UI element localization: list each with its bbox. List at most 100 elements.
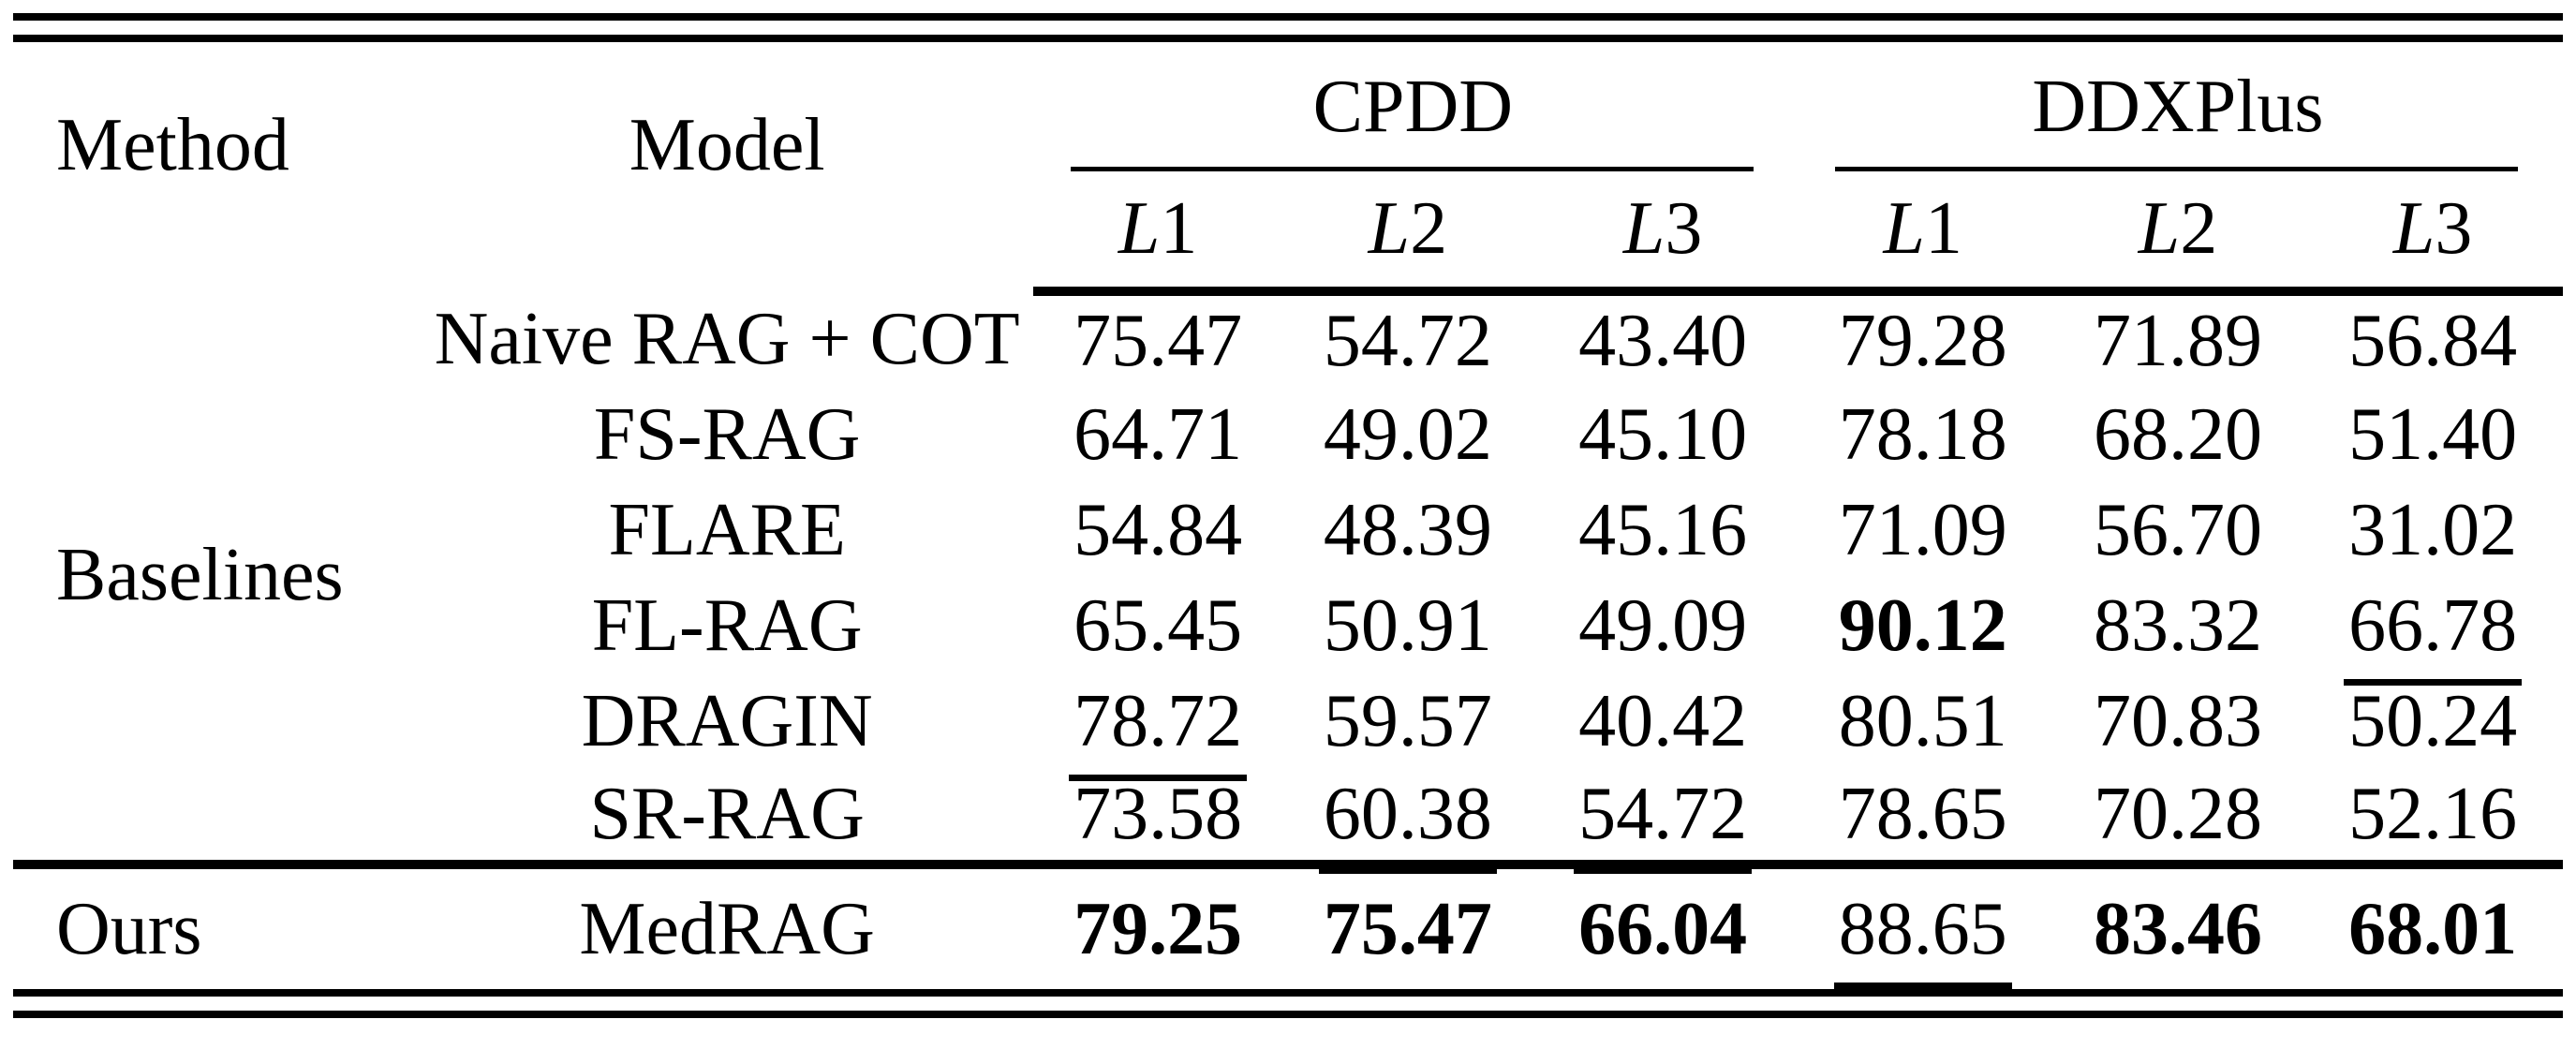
table-row: Ours MedRAG 79.25 75.47 66.04 88.65 83.46 68.01 (13, 860, 2563, 989)
value-cell: 71.89 (2053, 291, 2303, 387)
value-cell: 73.58 (1033, 769, 1283, 864)
method-group-label-baselines: Baselines (56, 534, 344, 616)
value-cell: 49.02 (1283, 387, 1533, 482)
value-cell: 50.24 (2302, 673, 2563, 769)
value-cell: 70.83 (2053, 673, 2303, 769)
ddxplus-group-label: DDXPlus (2032, 65, 2324, 148)
subheader-cpdd-l3: L3 (1532, 171, 1793, 296)
value-cell: 54.72 (1532, 769, 1793, 864)
metric-value: 48.39 (1323, 488, 1492, 571)
subheader-cpdd-l2: L2 (1282, 171, 1533, 296)
metric-value: 80.51 (1838, 679, 2007, 762)
value-cell: 59.57 (1283, 673, 1533, 769)
table-row: DRAGIN 78.72 59.57 40.42 80.51 70.83 50.24 (13, 673, 2563, 769)
metric-value: 40.42 (1578, 679, 1748, 762)
value-cell: 48.39 (1283, 482, 1533, 578)
metric-value: 66.04 (1578, 887, 1748, 970)
cpdd-group-label: CPDD (1312, 65, 1514, 148)
model-name-cell: FLARE (608, 488, 846, 571)
cpdd-cmidrule (1070, 167, 1754, 171)
table-row: SR-RAG 73.58 60.38 54.72 78.65 70.28 52.16 (13, 769, 2563, 864)
value-cell: 64.71 (1033, 387, 1283, 482)
value-cell: 80.51 (1793, 673, 2053, 769)
value-cell: 78.18 (1793, 387, 2053, 482)
metric-value: 83.32 (2093, 584, 2262, 667)
model-name-cell: Naive RAG + COT (434, 297, 1020, 380)
ddxplus-cmidrule (1834, 167, 2518, 171)
metric-value: 75.47 (1073, 300, 1243, 382)
column-group-cpdd: CPDD (1033, 42, 1793, 171)
table-header: Method Model CPDD DDXPlus L1 L2 L3 L1 L2… (13, 42, 2563, 296)
metric-value: 79.28 (1838, 300, 2007, 382)
value-cell: 79.28 (1793, 291, 2053, 387)
metric-value: 75.47 (1323, 887, 1492, 970)
model-name-cell: FS-RAG (593, 392, 861, 476)
metric-value: 52.16 (2348, 773, 2518, 855)
model-name-cell: SR-RAG (589, 773, 865, 855)
value-cell: 79.25 (1032, 860, 1283, 989)
value-cell: 51.40 (2302, 387, 2563, 482)
value-cell: 90.12 (1793, 578, 2053, 673)
value-cell: 88.65 (1792, 860, 2053, 989)
value-cell: 78.65 (1793, 769, 2053, 864)
metric-value: 60.38 (1323, 773, 1492, 855)
metric-value: 56.70 (2093, 488, 2262, 571)
metric-value: 79.25 (1073, 887, 1243, 970)
metric-value: 54.72 (1578, 773, 1748, 855)
metric-value: 73.58 (1073, 773, 1243, 855)
method-group-label-ours: Ours (13, 860, 422, 989)
table-row: FLARE 54.84 48.39 45.16 71.09 56.70 31.02 (13, 482, 2563, 578)
metric-value: 78.72 (1073, 679, 1243, 762)
metric-value: 43.40 (1578, 300, 1748, 382)
value-cell: 75.47 (1033, 291, 1283, 387)
value-cell: 70.28 (2053, 769, 2303, 864)
value-cell: 68.20 (2053, 387, 2303, 482)
bottom-rule-inner (13, 1011, 2563, 1018)
model-name-cell: MedRAG (421, 860, 1033, 989)
value-cell: 83.46 (2052, 860, 2303, 989)
value-cell: 45.10 (1532, 387, 1793, 482)
metric-value: 88.65 (1838, 887, 2007, 970)
metric-value: 71.89 (2093, 300, 2262, 382)
value-cell: 83.32 (2053, 578, 2303, 673)
metric-value: 66.78 (2348, 584, 2518, 667)
value-cell: 31.02 (2302, 482, 2563, 578)
value-cell: 52.16 (2302, 769, 2563, 864)
value-cell: 56.84 (2302, 291, 2563, 387)
value-cell: 65.45 (1033, 578, 1283, 673)
value-cell: 75.47 (1282, 860, 1533, 989)
metric-value: 49.02 (1323, 392, 1492, 476)
value-cell: 49.09 (1532, 578, 1793, 673)
column-group-ddxplus: DDXPlus (1793, 42, 2563, 171)
metric-value: 54.72 (1323, 300, 1492, 382)
baselines-section: Baselines Naive RAG + COT 75.47 54.72 43.40 7… (13, 291, 2563, 864)
metric-value: 70.28 (2093, 773, 2262, 855)
subheader-ddxplus-l1: L1 (1792, 171, 2053, 296)
metric-value: 70.83 (2093, 679, 2262, 762)
metric-value: 78.65 (1838, 773, 2007, 855)
top-rule-outer (13, 13, 2563, 21)
value-cell: 60.38 (1283, 769, 1533, 864)
metric-value: 71.09 (1838, 488, 2007, 571)
metric-value: 45.10 (1578, 392, 1748, 476)
metric-value: 50.24 (2348, 679, 2518, 762)
subheader-ddxplus-l3: L3 (2302, 171, 2563, 296)
value-cell: 68.01 (2302, 860, 2563, 989)
metric-value: 64.71 (1073, 392, 1243, 476)
metric-value: 68.20 (2093, 392, 2262, 476)
top-rule-inner (13, 35, 2563, 42)
value-cell: 43.40 (1532, 291, 1793, 387)
column-header-model: Model (629, 104, 825, 186)
metric-value: 68.01 (2348, 887, 2518, 970)
table-row: FL-RAG 65.45 50.91 49.09 90.12 83.32 66.78 (13, 578, 2563, 673)
subheader-cpdd-l1: L1 (1032, 171, 1283, 296)
metric-value: 49.09 (1578, 584, 1748, 667)
metric-value: 90.12 (1838, 584, 2007, 667)
value-cell: 50.91 (1283, 578, 1533, 673)
value-cell: 54.72 (1283, 291, 1533, 387)
value-cell: 56.70 (2053, 482, 2303, 578)
results-table: Method Model CPDD DDXPlus L1 L2 L3 L1 L2… (13, 42, 2563, 989)
value-cell: 40.42 (1532, 673, 1793, 769)
metric-value: 78.18 (1838, 392, 2007, 476)
ours-section: Ours MedRAG 79.25 75.47 66.04 88.65 83.46 68.01 (13, 860, 2563, 989)
